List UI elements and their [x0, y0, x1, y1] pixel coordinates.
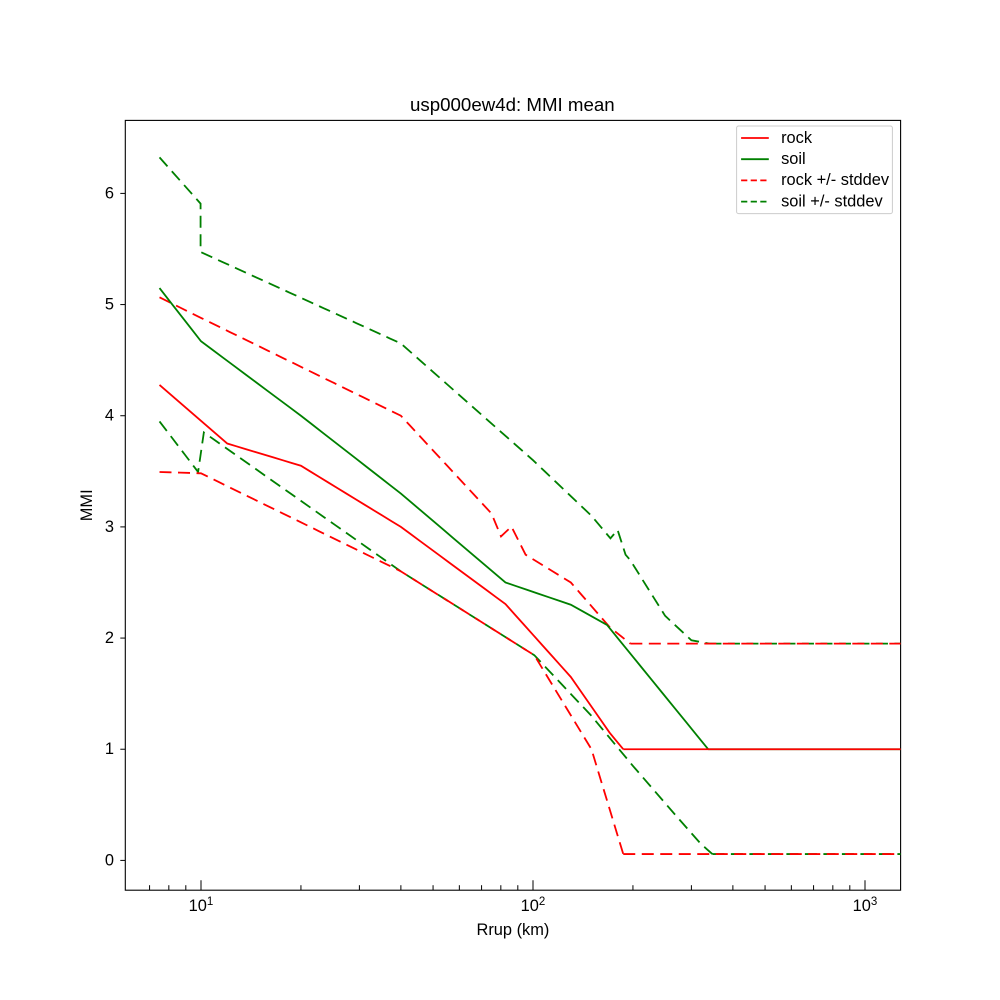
svg-text:6: 6 — [105, 184, 114, 202]
svg-text:Rrup (km): Rrup (km) — [477, 921, 550, 939]
svg-text:soil +/- stddev: soil +/- stddev — [781, 192, 883, 210]
svg-text:soil: soil — [781, 150, 806, 168]
svg-text:MMI: MMI — [78, 489, 96, 521]
svg-text:3: 3 — [105, 518, 114, 536]
svg-text:5: 5 — [105, 296, 114, 314]
svg-text:rock: rock — [781, 129, 813, 147]
svg-text:2: 2 — [105, 629, 114, 647]
svg-text:1: 1 — [105, 740, 114, 758]
svg-text:usp000ew4d: MMI mean: usp000ew4d: MMI mean — [410, 94, 615, 115]
svg-text:0: 0 — [105, 851, 114, 869]
svg-text:4: 4 — [105, 407, 114, 425]
svg-text:rock +/- stddev: rock +/- stddev — [781, 171, 890, 189]
